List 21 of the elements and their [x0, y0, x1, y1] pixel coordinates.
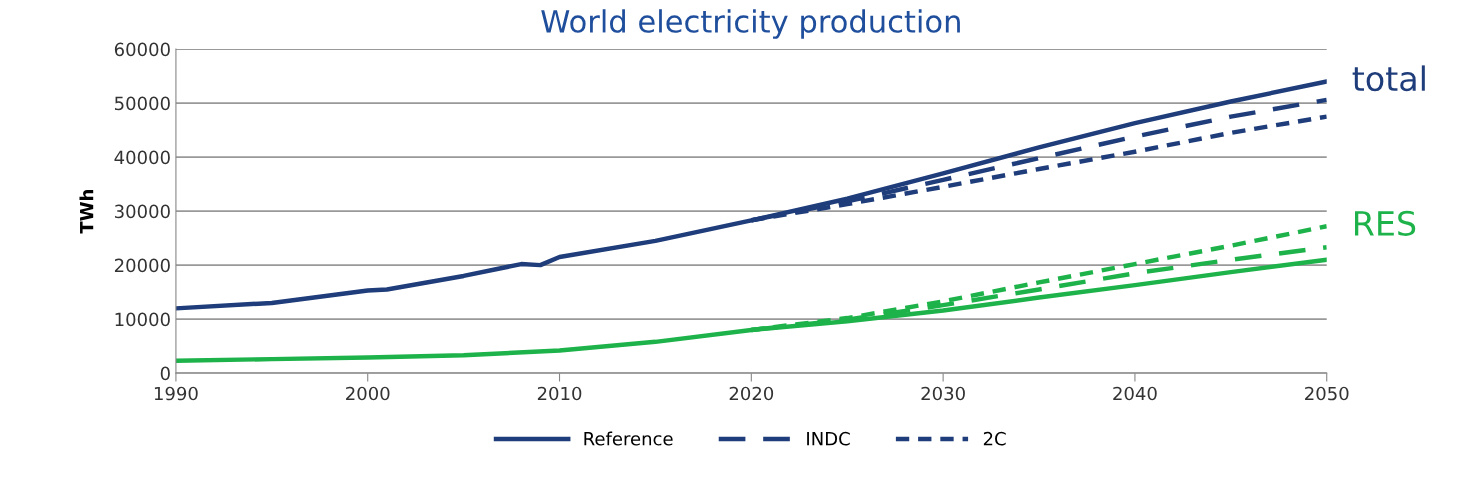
annotation: total — [1352, 65, 1425, 92]
x-tick-label: 2030 — [921, 386, 965, 401]
y-axis-title: TWh — [79, 190, 94, 234]
legend-label: INDC — [807, 431, 850, 446]
y-tick-label: 30000 — [115, 204, 170, 219]
x-tick-label: 1990 — [154, 386, 198, 401]
y-tick-label: 10000 — [115, 312, 170, 327]
y-tick-label: 60000 — [114, 42, 170, 57]
x-tick-label: 2020 — [729, 386, 774, 401]
x-tick-label: 2000 — [346, 386, 390, 401]
annotation: RES — [1355, 210, 1416, 236]
y-tick-label: 0 — [160, 366, 170, 381]
x-tick-label: 2010 — [537, 386, 582, 401]
x-tick-label: 2040 — [1113, 386, 1157, 401]
y-tick-label: 40000 — [114, 150, 170, 165]
legend-label: Reference — [584, 431, 673, 446]
y-tick-label: 50000 — [115, 96, 170, 111]
y-tick-label: 20000 — [114, 258, 170, 273]
chart-title: World electricity production — [541, 9, 960, 39]
x-tick-label: 2050 — [1305, 386, 1349, 401]
legend-label: 2C — [983, 431, 1006, 446]
